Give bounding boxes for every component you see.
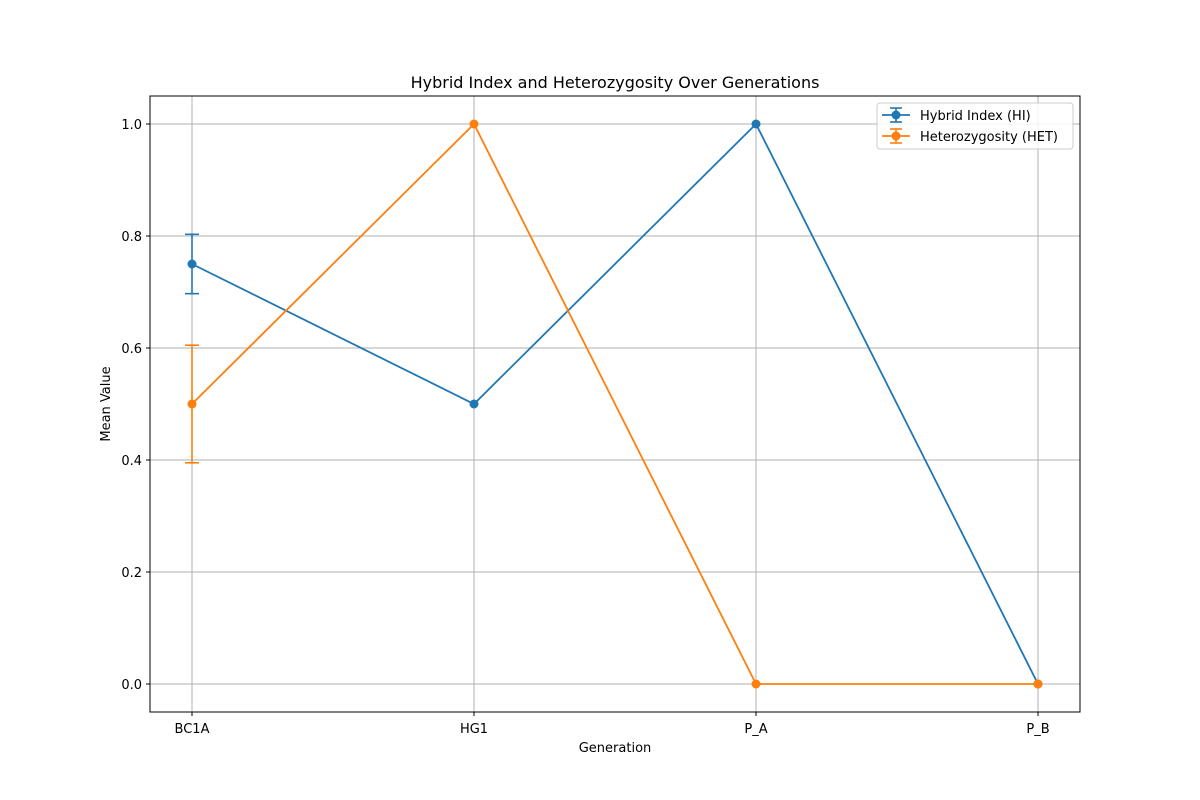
y-tick-label: 0.6 [121, 342, 142, 357]
chart-title: Hybrid Index and Heterozygosity Over Gen… [411, 73, 820, 92]
data-point [751, 679, 761, 689]
x-tick-label: HG1 [460, 722, 488, 737]
ticks-layer: BC1A HG1 P_A P_B 0.0 0.2 0.4 0.6 0.8 1.0 [121, 118, 1049, 737]
y-tick-label: 0.8 [121, 230, 142, 245]
y-tick-label: 1.0 [121, 118, 142, 133]
data-point [469, 119, 479, 129]
legend-entry: Hybrid Index (HI) [882, 107, 1031, 124]
series-layer [185, 119, 1043, 689]
series-1 [185, 119, 1043, 689]
data-point [469, 399, 479, 409]
y-tick-label: 0.2 [121, 566, 142, 581]
series-line [191, 122, 1038, 685]
series-line [191, 122, 1039, 685]
x-tick-label: P_B [1026, 722, 1049, 737]
data-point [187, 399, 197, 409]
legend-label: Heterozygosity (HET) [920, 130, 1058, 145]
legend-box [876, 102, 1074, 150]
x-axis-label: Generation [579, 741, 652, 756]
data-point [187, 259, 197, 269]
data-point [1033, 679, 1043, 689]
legend-marker [891, 131, 901, 141]
legend: Hybrid Index (HI) Heterozygosity (HET) [876, 102, 1074, 150]
legend-marker [891, 110, 901, 120]
data-point [751, 119, 761, 129]
y-tick-label: 0.0 [121, 678, 142, 693]
y-axis-label: Mean Value [99, 366, 114, 441]
legend-entry: Heterozygosity (HET) [882, 128, 1058, 145]
legend-label: Hybrid Index (HI) [920, 109, 1031, 124]
y-tick-label: 0.4 [121, 454, 142, 469]
plot-frame [149, 95, 1081, 713]
x-tick-label: BC1A [175, 722, 210, 737]
x-tick-label: P_A [744, 722, 767, 737]
